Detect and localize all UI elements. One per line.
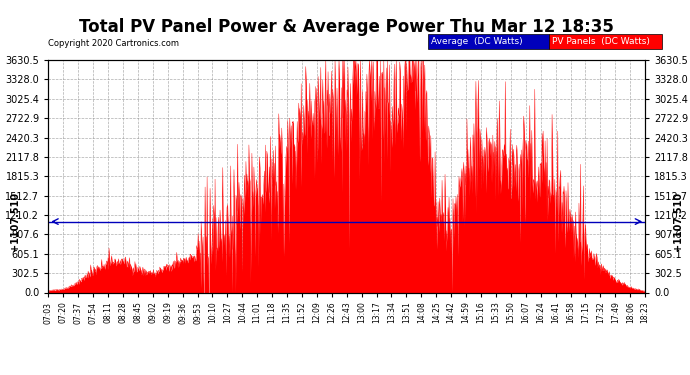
Title: Total PV Panel Power & Average Power Thu Mar 12 18:35: Total PV Panel Power & Average Power Thu… — [79, 18, 614, 36]
Text: +1107.510: +1107.510 — [673, 192, 683, 251]
Text: +1107.510: +1107.510 — [10, 192, 21, 251]
Text: Copyright 2020 Cartronics.com: Copyright 2020 Cartronics.com — [48, 39, 179, 48]
Text: Average  (DC Watts): Average (DC Watts) — [431, 37, 523, 46]
Text: PV Panels  (DC Watts): PV Panels (DC Watts) — [552, 37, 650, 46]
